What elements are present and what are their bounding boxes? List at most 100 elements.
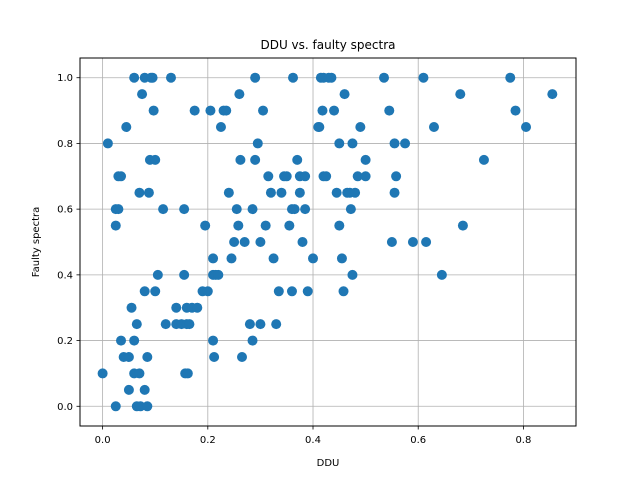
data-point xyxy=(338,286,349,297)
data-point xyxy=(139,384,150,395)
data-point xyxy=(271,319,282,330)
data-point xyxy=(244,319,255,330)
data-point xyxy=(258,105,269,116)
data-point xyxy=(336,253,347,264)
data-point xyxy=(329,105,340,116)
y-tick-label: 1.0 xyxy=(57,73,73,84)
data-point xyxy=(123,384,134,395)
data-point xyxy=(347,138,358,149)
data-point xyxy=(379,72,390,83)
data-point xyxy=(286,286,297,297)
data-point xyxy=(297,237,308,247)
data-point xyxy=(213,269,224,280)
data-point xyxy=(347,269,358,280)
data-point xyxy=(421,237,432,247)
grid-lines xyxy=(80,58,576,426)
data-point xyxy=(389,138,400,149)
data-point xyxy=(260,220,271,231)
data-point xyxy=(505,72,516,83)
data-point xyxy=(171,302,182,313)
data-point xyxy=(110,220,121,231)
data-point xyxy=(231,204,242,215)
data-point xyxy=(350,187,361,198)
y-tick-label: 0.6 xyxy=(57,205,73,216)
data-point xyxy=(121,122,132,132)
y-axis-ticks: 0.0 0.2 0.4 0.6 0.8 1.0 xyxy=(57,73,80,413)
y-axis-label: Faulty spectra xyxy=(31,207,42,277)
data-point xyxy=(284,220,295,231)
data-point xyxy=(521,122,532,132)
data-point xyxy=(179,204,190,215)
data-point xyxy=(182,368,193,379)
data-point xyxy=(281,171,292,182)
data-point xyxy=(221,105,232,116)
data-point xyxy=(321,171,332,182)
x-tick-label: 0.8 xyxy=(515,435,531,446)
y-tick-label: 0.0 xyxy=(57,402,73,413)
data-point xyxy=(233,220,244,231)
data-point xyxy=(436,269,447,280)
data-point xyxy=(288,72,299,83)
data-point xyxy=(418,72,429,83)
data-point xyxy=(407,237,418,247)
data-point xyxy=(189,105,200,116)
data-point xyxy=(276,187,287,198)
plot-frame xyxy=(79,57,577,427)
data-point xyxy=(292,154,303,165)
data-point xyxy=(123,352,134,362)
data-point xyxy=(226,253,237,264)
data-point xyxy=(142,401,153,412)
data-point xyxy=(334,220,345,231)
data-point xyxy=(317,105,328,116)
data-point xyxy=(150,286,161,297)
data-point xyxy=(268,253,279,264)
data-point xyxy=(326,72,337,83)
data-point xyxy=(179,269,190,280)
data-point xyxy=(142,352,153,362)
data-point xyxy=(152,269,163,280)
data-point xyxy=(334,138,345,149)
data-point xyxy=(478,154,489,165)
data-point xyxy=(234,89,245,100)
data-point xyxy=(355,122,366,132)
data-point xyxy=(209,352,220,362)
data-point xyxy=(208,335,219,346)
data-point xyxy=(116,171,127,182)
data-point xyxy=(110,401,121,412)
data-points xyxy=(97,72,558,412)
data-point xyxy=(235,154,246,165)
y-tick-label: 0.8 xyxy=(57,139,73,150)
data-point xyxy=(339,89,350,100)
data-point xyxy=(547,89,558,100)
data-point xyxy=(247,204,258,215)
y-tick-label: 0.2 xyxy=(57,336,73,347)
data-point xyxy=(131,319,142,330)
x-tick-label: 0.0 xyxy=(95,435,111,446)
data-point xyxy=(129,72,140,83)
data-point xyxy=(160,319,171,330)
data-point xyxy=(510,105,521,116)
data-point xyxy=(255,319,266,330)
data-point xyxy=(384,105,395,116)
x-axis-label: DDU xyxy=(317,458,340,469)
data-point xyxy=(113,204,124,215)
data-point xyxy=(247,335,258,346)
data-point xyxy=(134,187,145,198)
x-axis-ticks: 0.0 0.2 0.4 0.6 0.8 xyxy=(95,426,531,446)
data-point xyxy=(300,204,311,215)
x-tick-label: 0.2 xyxy=(200,435,216,446)
data-point xyxy=(116,335,127,346)
data-point xyxy=(237,352,248,362)
data-point xyxy=(289,204,300,215)
data-point xyxy=(263,171,274,182)
data-point xyxy=(137,89,148,100)
data-point xyxy=(126,302,137,313)
data-point xyxy=(455,89,466,100)
data-point xyxy=(314,122,325,132)
data-point xyxy=(205,105,216,116)
data-point xyxy=(148,105,159,116)
data-point xyxy=(229,237,240,247)
data-point xyxy=(331,187,342,198)
data-point xyxy=(302,286,313,297)
